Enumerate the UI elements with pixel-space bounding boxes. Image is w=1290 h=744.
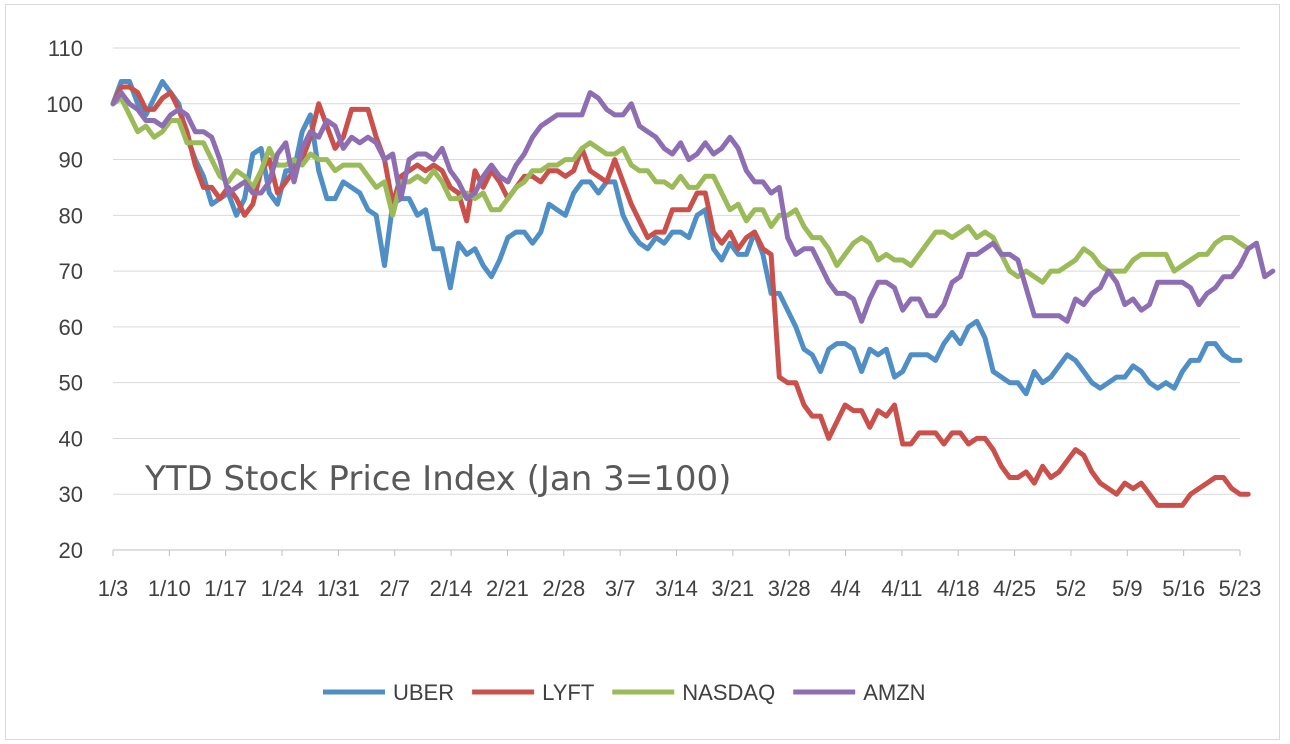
- y-tick-label: 20: [59, 538, 83, 563]
- legend-label-uber: UBER: [393, 680, 454, 705]
- series-line-amzn: [110, 90, 1276, 324]
- legend: UBER LYFT NASDAQ AMZN: [323, 680, 926, 705]
- x-tick-label: 2/14: [430, 576, 473, 601]
- y-tick-label: 40: [59, 426, 83, 451]
- x-tick-label: 1/24: [261, 576, 304, 601]
- x-tick-label: 4/4: [830, 576, 861, 601]
- x-tick-label: 3/7: [605, 576, 636, 601]
- x-tick-label: 4/18: [937, 576, 980, 601]
- x-tick-label: 3/21: [711, 576, 754, 601]
- x-tick-label: 3/14: [655, 576, 698, 601]
- x-tick-label: 2/28: [542, 576, 585, 601]
- y-tick-label: 80: [59, 203, 83, 228]
- y-axis: 20 30 40 50 60 70 80 90 100 110: [46, 36, 83, 563]
- x-tick-label: 4/25: [993, 576, 1036, 601]
- x-tick-label: 5/2: [1056, 576, 1087, 601]
- y-tick-label: 30: [59, 482, 83, 507]
- y-tick-label: 100: [46, 92, 83, 117]
- x-tick-label: 4/11: [881, 576, 922, 601]
- y-tick-label: 60: [59, 315, 83, 340]
- y-tick-label: 50: [59, 371, 83, 396]
- x-tick-label: 1/3: [98, 576, 129, 601]
- legend-label-amzn: AMZN: [863, 680, 925, 705]
- x-axis: 1/3 1/10 1/17 1/24 1/31 2/7 2/14 2/21 2/28 3/7 3/1…: [98, 550, 1262, 601]
- legend-label-nasdaq: NASDAQ: [682, 680, 775, 705]
- x-tick-label: 1/31: [317, 576, 360, 601]
- x-tick-label: 2/7: [379, 576, 410, 601]
- series-line-lyft: [110, 84, 1251, 508]
- chart-title: YTD Stock Price Index (Jan 3=100): [144, 459, 731, 499]
- series-line-uber: [110, 79, 1243, 397]
- x-tick-label: 5/9: [1112, 576, 1143, 601]
- x-tick-label: 1/17: [204, 576, 247, 601]
- x-tick-label: 5/16: [1162, 576, 1205, 601]
- y-tick-label: 90: [59, 148, 83, 173]
- x-tick-label: 3/28: [768, 576, 811, 601]
- series-line-nasdaq: [110, 95, 1259, 285]
- legend-label-lyft: LYFT: [542, 680, 594, 705]
- x-tick-label: 2/21: [486, 576, 529, 601]
- x-tick-label: 5/23: [1219, 576, 1262, 601]
- series-lines: [110, 79, 1276, 508]
- y-tick-label: 110: [48, 36, 83, 61]
- x-tick-label: 1/10: [148, 576, 191, 601]
- y-tick-label: 70: [59, 259, 83, 284]
